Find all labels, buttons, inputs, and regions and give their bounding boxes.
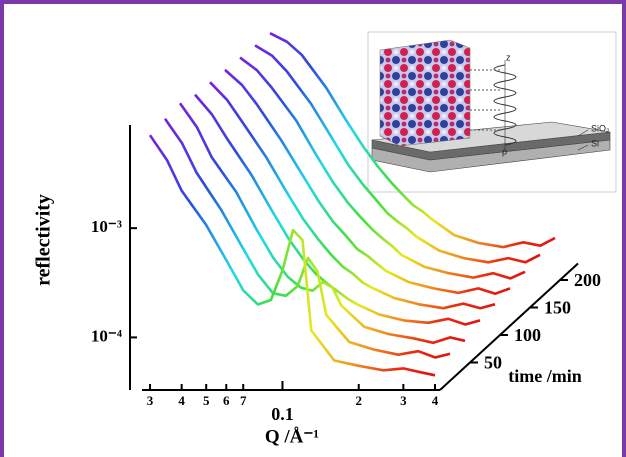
x-tick-label: 3 [400,393,407,408]
y-tick-label: 10⁻³ [91,217,122,236]
x-axis-title: Q /Å⁻¹ [265,426,319,447]
z-tick-label: 200 [574,270,601,290]
page: z SiO₂ Si ρ reflectivity Q /Å⁻¹ time /mi… [0,0,626,457]
x-tick-label: 6 [223,393,230,408]
x-tick-label: 0.1 [271,404,294,424]
x-tick-label: 4 [178,393,185,408]
z-tick-label: 50 [484,353,502,373]
x-tick-label: 7 [240,393,247,408]
x-tick-label: 4 [432,393,439,408]
x-tick-label: 3 [147,393,154,408]
inset-label-si: Si [591,138,599,148]
y-axis-title: reflectivity [33,194,55,286]
figure: z SiO₂ Si ρ reflectivity Q /Å⁻¹ time /mi… [0,0,626,457]
crystal-block [380,40,470,146]
x-tick-label: 5 [203,393,210,408]
z-tick-label: 150 [544,298,571,318]
inset-label-sio2: SiO₂ [591,123,610,133]
inset-label-rho: ρ [502,146,507,156]
z-tick-label: 100 [514,325,541,345]
x-tick-label: 2 [355,393,362,408]
z-axis-title: time /min [508,366,582,386]
y-tick-label: 10⁻⁴ [91,326,122,345]
inset: z SiO₂ Si ρ [368,32,616,192]
inset-label-z: z [506,52,511,62]
